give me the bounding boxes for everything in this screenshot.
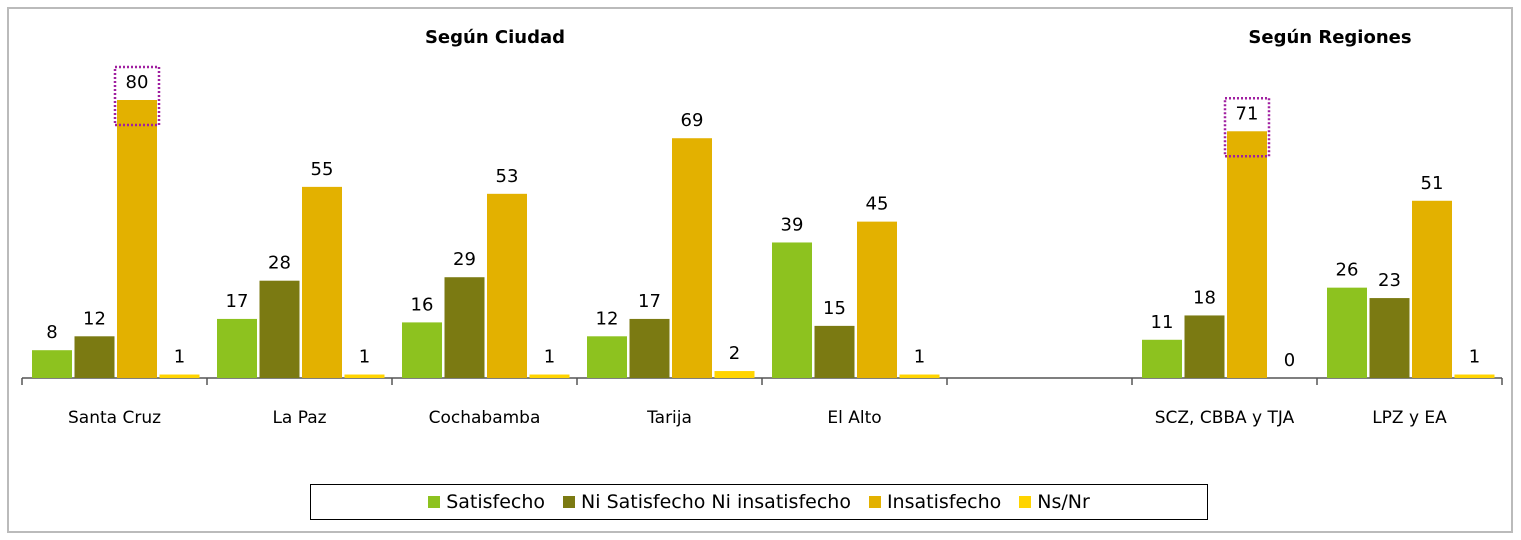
- value-label: 28: [268, 253, 291, 274]
- x-tick-label: Santa Cruz: [67, 408, 162, 428]
- x-tick-label: La Paz: [272, 408, 327, 428]
- bar: [814, 325, 855, 378]
- bar: [487, 193, 527, 378]
- value-label: 12: [596, 308, 619, 329]
- bar: [1227, 131, 1267, 378]
- bar: [444, 277, 485, 378]
- bar: [1184, 315, 1225, 378]
- value-label: 51: [1421, 173, 1444, 194]
- legend-swatch: [1019, 496, 1032, 508]
- bar: [629, 318, 670, 378]
- value-label: 1: [914, 347, 925, 368]
- x-tick-label: El Alto: [827, 408, 882, 428]
- legend-item: Ni Satisfecho Ni insatisfecho: [563, 491, 851, 513]
- bar: [217, 318, 257, 378]
- bar: [714, 371, 755, 378]
- bar: [1454, 374, 1495, 378]
- x-tick-label: Cochabamba: [428, 408, 541, 428]
- frame: [7, 7, 1513, 533]
- legend-swatch: [563, 496, 576, 508]
- highlight-box: [113, 65, 161, 127]
- value-label: 8: [46, 322, 57, 343]
- value-label: 17: [638, 291, 661, 312]
- value-label: 39: [781, 214, 804, 235]
- value-label: 2: [729, 343, 740, 364]
- legend-swatch: [428, 496, 441, 508]
- legend-item: Ns/Nr: [1019, 491, 1090, 513]
- value-label: 1: [544, 347, 555, 368]
- value-label: 15: [823, 298, 846, 319]
- annotation: Según Regiones: [1248, 27, 1411, 48]
- legend-swatch: [868, 496, 881, 508]
- value-label: 53: [496, 166, 519, 187]
- bar: [587, 336, 627, 378]
- bar: [672, 138, 712, 378]
- bar: [529, 374, 570, 378]
- value-label: 17: [226, 291, 249, 312]
- value-label: 71: [1236, 103, 1259, 124]
- legend: Satisfecho Ni Satisfecho Ni insatisfecho I…: [310, 484, 1208, 520]
- value-label: 16: [411, 294, 434, 315]
- bar: [344, 374, 385, 378]
- bar: [302, 186, 342, 378]
- value-label: 18: [1193, 287, 1216, 308]
- bar: [1142, 339, 1182, 378]
- bar: [117, 100, 157, 378]
- value-label: 29: [453, 249, 476, 270]
- legend-label: Ni Satisfecho Ni insatisfecho: [581, 491, 851, 513]
- bar: [402, 322, 442, 378]
- x-tick-label: SCZ, CBBA y TJA: [1154, 408, 1295, 428]
- value-label: 1: [174, 347, 185, 368]
- x-tick-label: LPZ y EA: [1372, 408, 1447, 428]
- annotation: Según Ciudad: [425, 27, 565, 48]
- bar: [74, 336, 115, 378]
- bar: [159, 374, 200, 378]
- legend-item: Satisfecho: [428, 491, 545, 513]
- value-label: 12: [83, 308, 106, 329]
- value-label: 1: [1469, 347, 1480, 368]
- value-label: 26: [1336, 260, 1359, 281]
- value-label: 11: [1151, 312, 1174, 333]
- value-label: 80: [126, 72, 149, 93]
- bar: [857, 221, 897, 378]
- value-label: 0: [1284, 350, 1295, 371]
- value-label: 55: [311, 159, 334, 180]
- bar: [1369, 298, 1410, 378]
- legend-label: Insatisfecho: [886, 491, 1002, 513]
- legend-label: Satisfecho: [446, 491, 546, 513]
- highlight-box: [1223, 97, 1271, 158]
- legend-label: Ns/Nr: [1037, 491, 1090, 513]
- value-label: 23: [1378, 270, 1401, 291]
- bar: [32, 350, 72, 378]
- bar: [259, 280, 300, 378]
- bar: [1412, 200, 1452, 378]
- bar: [1327, 287, 1367, 378]
- value-label: 69: [681, 110, 704, 131]
- bar: [772, 242, 812, 378]
- legend-item: Insatisfecho: [868, 491, 1002, 513]
- x-tick-label: Tarija: [647, 408, 692, 428]
- bar: [899, 374, 940, 378]
- value-label: 45: [866, 194, 889, 215]
- value-label: 1: [359, 347, 370, 368]
